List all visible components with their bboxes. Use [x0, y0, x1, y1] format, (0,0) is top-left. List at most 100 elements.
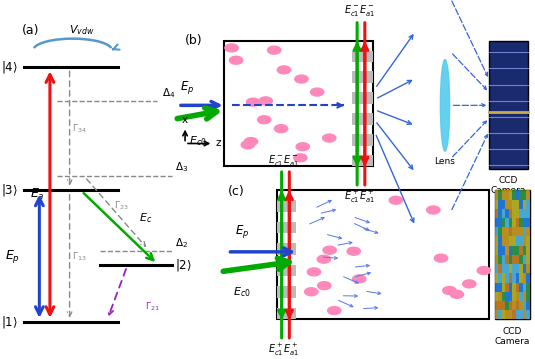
Bar — [512, 227, 516, 237]
Circle shape — [304, 288, 318, 296]
Text: $E_c$: $E_c$ — [139, 211, 152, 224]
Text: $E_p$: $E_p$ — [5, 248, 20, 265]
Bar — [523, 190, 526, 200]
Circle shape — [277, 66, 291, 74]
Bar — [519, 301, 523, 310]
Bar — [494, 264, 498, 273]
Bar — [523, 218, 526, 227]
Circle shape — [477, 267, 491, 275]
Bar — [509, 301, 512, 310]
Bar — [519, 273, 523, 283]
Text: $\Delta_4$: $\Delta_4$ — [162, 86, 175, 100]
Text: $E_p$: $E_p$ — [234, 223, 249, 240]
Circle shape — [450, 290, 463, 298]
Circle shape — [257, 116, 271, 124]
Bar — [516, 227, 519, 237]
Bar — [523, 273, 526, 283]
Bar — [498, 246, 502, 255]
Bar — [494, 283, 498, 292]
Bar — [509, 227, 512, 237]
Bar — [512, 255, 516, 264]
Bar — [516, 292, 519, 301]
Text: $E_p$: $E_p$ — [180, 79, 194, 96]
Bar — [498, 227, 502, 237]
Bar — [505, 301, 509, 310]
Circle shape — [323, 246, 337, 254]
Bar — [516, 218, 519, 227]
Circle shape — [294, 154, 307, 162]
Bar — [505, 227, 509, 237]
Circle shape — [318, 282, 331, 290]
Bar — [509, 273, 512, 283]
Bar — [519, 310, 523, 320]
Bar — [512, 200, 516, 209]
Circle shape — [295, 75, 308, 83]
Bar — [489, 41, 528, 169]
Text: z: z — [216, 139, 221, 149]
Bar — [505, 200, 509, 209]
Bar — [512, 301, 516, 310]
Text: Lens: Lens — [434, 157, 455, 166]
Bar — [505, 264, 509, 273]
Bar — [502, 200, 505, 209]
Bar — [516, 246, 519, 255]
Bar — [502, 227, 505, 237]
Circle shape — [247, 98, 260, 106]
Bar — [519, 227, 523, 237]
Bar — [516, 209, 519, 218]
Bar — [498, 264, 502, 273]
Bar — [498, 310, 502, 320]
Circle shape — [323, 134, 336, 142]
Bar — [512, 237, 516, 246]
Bar — [519, 246, 523, 255]
Bar — [498, 255, 502, 264]
Text: $|4\rangle$: $|4\rangle$ — [1, 59, 18, 75]
Bar — [509, 218, 512, 227]
Bar — [498, 301, 502, 310]
Text: $\Gamma_{23}$: $\Gamma_{23}$ — [114, 199, 128, 212]
Circle shape — [327, 307, 341, 314]
Bar — [512, 190, 516, 200]
Bar — [526, 255, 530, 264]
Text: $|3\rangle$: $|3\rangle$ — [1, 182, 18, 198]
Bar — [498, 190, 502, 200]
Bar — [277, 200, 296, 212]
Circle shape — [241, 141, 255, 149]
Bar — [277, 286, 296, 298]
Text: $|1\rangle$: $|1\rangle$ — [1, 314, 18, 330]
Bar — [526, 237, 530, 246]
Bar — [502, 218, 505, 227]
Circle shape — [317, 255, 331, 263]
Circle shape — [259, 97, 272, 105]
Bar — [277, 190, 489, 320]
Bar — [523, 237, 526, 246]
Text: $V_{vdw}$: $V_{vdw}$ — [69, 23, 95, 37]
Bar — [352, 134, 372, 145]
Bar — [502, 237, 505, 246]
Bar — [516, 301, 519, 310]
Bar — [523, 310, 526, 320]
Bar — [523, 209, 526, 218]
Circle shape — [389, 196, 402, 204]
Bar — [509, 246, 512, 255]
Bar — [498, 292, 502, 301]
Text: CCD
Camera: CCD Camera — [494, 327, 530, 346]
Bar — [352, 155, 372, 166]
Bar — [352, 51, 372, 62]
Bar — [502, 301, 505, 310]
Bar — [509, 255, 512, 264]
Bar — [523, 292, 526, 301]
Bar — [526, 200, 530, 209]
Bar — [512, 209, 516, 218]
Circle shape — [268, 46, 281, 54]
Bar — [502, 246, 505, 255]
Bar — [498, 237, 502, 246]
Bar — [505, 292, 509, 301]
Bar — [277, 265, 296, 276]
Bar — [523, 301, 526, 310]
Bar — [505, 283, 509, 292]
Bar — [494, 200, 498, 209]
Circle shape — [443, 286, 456, 294]
Bar — [519, 200, 523, 209]
Bar — [498, 283, 502, 292]
